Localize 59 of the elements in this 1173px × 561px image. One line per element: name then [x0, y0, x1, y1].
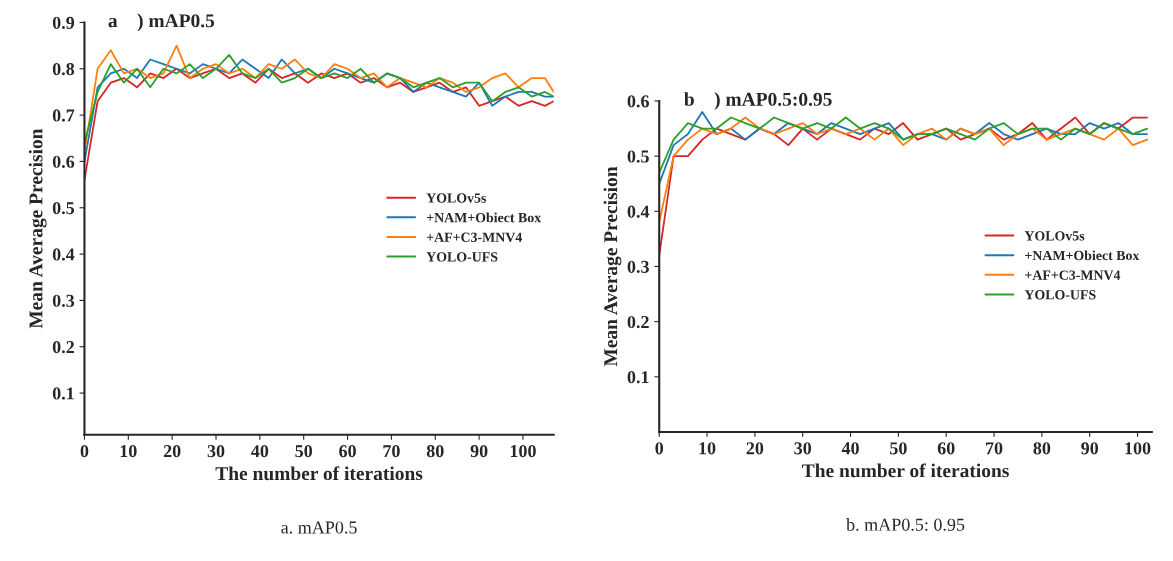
line-series: [659, 116, 1149, 174]
x-tick-label: 100: [510, 445, 536, 458]
x-tick-label: 0: [80, 445, 89, 458]
y-tick-label: 0.5: [627, 150, 649, 163]
legend-label: YOLO-UFS: [426, 252, 498, 262]
x-tick-label: 40: [251, 445, 269, 458]
legend-label: +AF+C3-MNV4: [1025, 270, 1121, 280]
x-tick-label: 90: [470, 445, 488, 458]
x-tick-label: 40: [841, 442, 859, 455]
y-tick-label: 0.2: [52, 341, 74, 354]
x-tick-label: 10: [120, 445, 137, 458]
line-series: [84, 44, 554, 154]
legend-label: +AF+C3-MNV4: [426, 232, 522, 243]
y-tick-label: 0.3: [52, 294, 75, 307]
x-tick-label: 0: [655, 442, 664, 455]
x-tick-label: 80: [1033, 442, 1051, 455]
legend-label: YOLO-UFS: [1024, 290, 1096, 300]
legend-label: +NAM+Obiect Box: [1025, 250, 1140, 261]
y-tick-label: 0.1: [627, 371, 649, 384]
x-tick-label: 90: [1081, 442, 1099, 455]
y-tick-label: 0.6: [52, 155, 75, 168]
x-tick-label: 60: [339, 445, 356, 458]
x-tick-label: 50: [890, 442, 907, 455]
y-tick-label: 0.1: [52, 387, 74, 400]
y-tick-label: 0.8: [52, 63, 75, 76]
legend-label: YOLOv5s: [1024, 231, 1085, 241]
x-tick-label: 100: [1125, 442, 1151, 455]
chart-title: a ) mAP0.5: [108, 13, 215, 32]
y-tick-label: 0.4: [52, 248, 75, 261]
line-series: [84, 58, 554, 163]
x-tick-label: 20: [163, 445, 181, 458]
x-tick-label: 10: [699, 442, 716, 455]
line-series: [659, 116, 1149, 224]
x-tick-label: 70: [383, 445, 400, 458]
x-tick-label: 30: [207, 445, 225, 458]
y-axis-title: Mean Average Precision: [603, 166, 622, 367]
x-tick-label: 20: [746, 442, 764, 455]
y-tick-label: 0.7: [52, 109, 75, 122]
y-tick-label: 0.5: [52, 202, 75, 215]
y-tick-label: 0.9: [52, 16, 75, 29]
y-tick-label: 0.4: [627, 205, 650, 218]
y-tick-label: 0.3: [627, 260, 649, 273]
line-series: [84, 67, 554, 181]
x-tick-label: 60: [937, 442, 955, 455]
y-tick-label: 0.6: [627, 95, 649, 108]
text: a. mAP0.5: [281, 521, 357, 534]
y-axis-title: Mean Average Precision: [28, 128, 47, 329]
legend-label: +NAM+Obiect Box: [426, 212, 542, 223]
x-tick-label: 30: [794, 442, 812, 455]
x-axis-title: The number of iterations: [215, 466, 423, 481]
x-tick-label: 80: [426, 445, 444, 458]
chart-title: b ) mAP0.5:0.95: [684, 92, 832, 110]
x-tick-label: 50: [295, 445, 313, 458]
x-axis-title: The number of iterations: [802, 463, 1009, 478]
legend-label: YOLOv5s: [426, 193, 487, 203]
y-tick-label: 0.2: [627, 315, 649, 329]
line-series: [84, 53, 554, 144]
text: b. mAP0.5: 0.95: [846, 518, 965, 531]
x-tick-label: 70: [986, 442, 1003, 455]
